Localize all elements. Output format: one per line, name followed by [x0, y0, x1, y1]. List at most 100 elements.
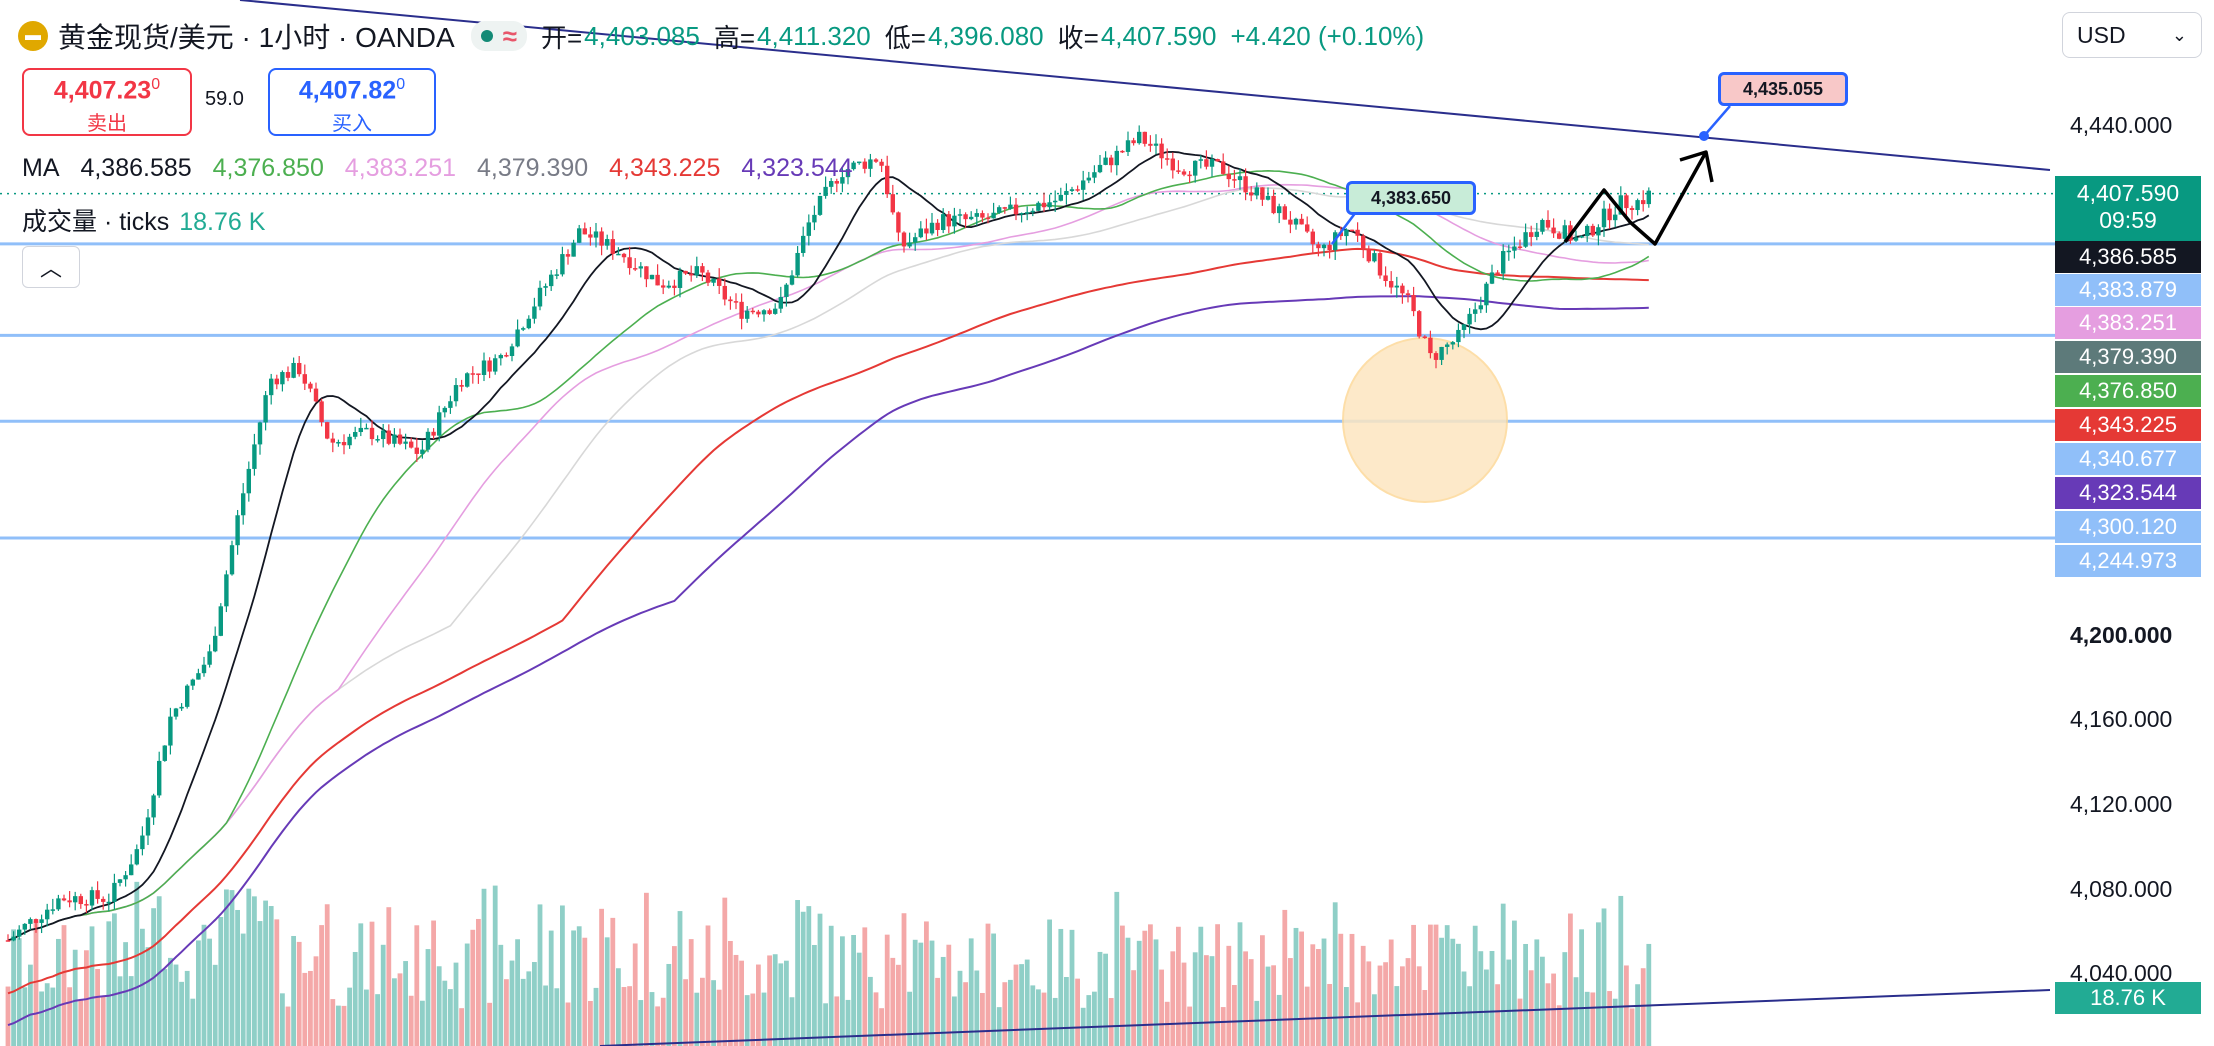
candle-body	[952, 215, 957, 227]
candle-body	[633, 268, 638, 270]
candle-body	[1047, 202, 1052, 208]
volume-bar	[744, 995, 750, 1046]
candle-body	[649, 274, 655, 280]
volume-bar	[1237, 922, 1243, 1046]
volume-bar	[1103, 953, 1108, 1046]
volume-bar	[896, 964, 901, 1046]
target-price-callout[interactable]: 4,435.055	[1718, 72, 1848, 106]
market-status-pill[interactable]: ≈	[470, 21, 527, 51]
volume-bar	[1052, 997, 1058, 1046]
volume-bar	[991, 933, 996, 1046]
volume-bar	[1444, 925, 1450, 1046]
candle-body	[341, 442, 347, 446]
buy-button[interactable]: 4,407.820 买入	[268, 68, 436, 136]
volume-bar	[1607, 991, 1612, 1046]
candle-body	[644, 266, 649, 280]
volume-bar	[324, 904, 330, 1046]
volume-bar	[1360, 945, 1366, 1046]
volume-bar	[1321, 938, 1327, 1046]
change-value: +4.420 (+0.10%)	[1230, 20, 1425, 51]
candle-body	[1288, 219, 1293, 225]
candle-body	[1097, 164, 1103, 173]
candle-body	[829, 181, 834, 187]
candle-body	[1249, 192, 1254, 196]
volume-bar	[1523, 943, 1528, 1046]
candle-body	[1428, 337, 1433, 354]
candle-body	[1109, 157, 1114, 166]
candle-body	[17, 929, 22, 937]
volume-bar	[386, 907, 392, 1046]
volume-bar	[1187, 1006, 1192, 1046]
candle-body	[1153, 143, 1159, 146]
candle-body	[610, 239, 615, 254]
volume-bar	[862, 927, 868, 1046]
volume-bar	[140, 928, 145, 1046]
sell-button[interactable]: 4,407.230 卖出	[22, 68, 192, 136]
candle-body	[873, 159, 879, 162]
volume-bar	[1517, 998, 1523, 1046]
candle-body	[1204, 159, 1209, 167]
candle-body	[1607, 208, 1612, 221]
candle-body	[801, 235, 806, 253]
pivot-price-callout[interactable]: 4,383.650	[1346, 181, 1476, 215]
volume-bar	[582, 937, 588, 1046]
volume-bar	[705, 925, 711, 1046]
high-label: 高=	[713, 22, 756, 53]
candle-body	[56, 898, 61, 910]
candle-body	[1282, 206, 1287, 220]
candle-body	[1013, 204, 1019, 215]
candle-body	[297, 362, 302, 375]
candle-body	[134, 849, 139, 865]
candle-body	[711, 278, 716, 283]
candle-body	[442, 407, 447, 413]
volume-bar	[537, 904, 543, 1046]
volume-legend[interactable]: 成交量 · ticks 18.76 K	[22, 202, 265, 238]
close-label: 收=	[1057, 22, 1099, 53]
spread-value: 59.0	[205, 88, 244, 110]
volume-bar	[856, 952, 862, 1046]
candle-body	[1355, 229, 1360, 236]
volume-bar	[173, 964, 179, 1046]
candle-body	[1036, 202, 1041, 211]
volume-bar	[1562, 952, 1568, 1046]
candle-body	[325, 422, 330, 439]
volume-bar	[1383, 962, 1388, 1046]
candle-body	[1198, 159, 1203, 161]
volume-bar	[515, 939, 520, 1046]
chevron-up-icon: ︿	[39, 256, 62, 281]
candle-body	[1221, 161, 1226, 174]
volume-bar	[1596, 922, 1601, 1046]
currency-select[interactable]: USD ⌄	[2062, 12, 2202, 58]
collapse-legend-button[interactable]: ︿	[22, 246, 80, 288]
candle-body	[577, 228, 582, 243]
candle-body	[313, 388, 319, 402]
ma-legend[interactable]: MA 4,386.585 4,376.850 4,383.251 4,379.3…	[22, 154, 867, 183]
volume-bar	[1181, 962, 1187, 1046]
ma-line-6	[7, 295, 1649, 1027]
volume-bar	[560, 905, 565, 1046]
candle-body	[403, 441, 408, 444]
candle-body	[1635, 200, 1640, 211]
candle-body	[638, 266, 643, 269]
buy-label: 买入	[332, 113, 372, 136]
candle-body	[1372, 253, 1377, 262]
candle-body	[761, 310, 767, 315]
volume-bar	[632, 943, 638, 1046]
candle-body	[1422, 336, 1427, 339]
candle-body	[778, 296, 783, 309]
volume-bar	[1069, 929, 1075, 1046]
candle-body	[588, 234, 593, 238]
candle-body	[1512, 246, 1517, 251]
volume-bar	[509, 960, 515, 1046]
volume-bar	[666, 963, 672, 1046]
candle-body	[190, 679, 195, 686]
candle-body	[705, 272, 711, 283]
volume-bar	[44, 983, 50, 1046]
volume-bar	[840, 936, 845, 1046]
candle-body	[302, 374, 307, 384]
volume-bar	[1131, 970, 1136, 1046]
symbol-title[interactable]: 黄金现货/美元 · 1小时 · OANDA	[58, 22, 455, 53]
candle-body	[991, 212, 996, 219]
candle-body	[67, 900, 72, 903]
